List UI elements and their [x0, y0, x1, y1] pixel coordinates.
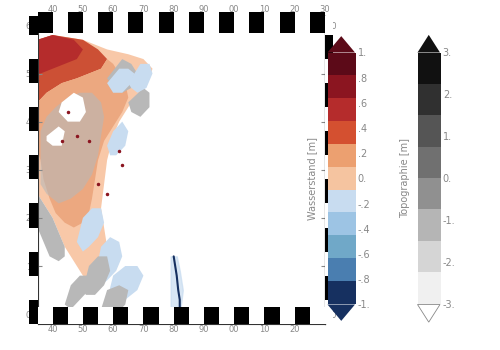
Bar: [113, 12, 128, 33]
Bar: [250, 307, 264, 324]
Bar: [98, 12, 113, 33]
Polygon shape: [77, 208, 104, 252]
Bar: [325, 276, 334, 300]
Bar: [38, 307, 52, 324]
Bar: [29, 203, 38, 228]
Text: Wasserstand [m]: Wasserstand [m]: [308, 137, 318, 220]
Bar: [38, 12, 52, 33]
Polygon shape: [328, 36, 355, 52]
Polygon shape: [64, 276, 89, 309]
Bar: [325, 155, 334, 179]
Bar: [29, 300, 38, 324]
Bar: [264, 12, 280, 33]
Polygon shape: [107, 266, 144, 304]
Bar: [294, 307, 310, 324]
Bar: [29, 35, 38, 59]
Bar: [325, 83, 334, 107]
Bar: [158, 307, 174, 324]
Bar: [68, 12, 83, 33]
Bar: [204, 307, 219, 324]
Bar: [280, 12, 294, 33]
Bar: [144, 307, 158, 324]
Bar: [174, 12, 189, 33]
Bar: [325, 107, 334, 131]
Bar: [174, 307, 189, 324]
Bar: [29, 276, 38, 300]
Bar: [158, 12, 174, 33]
Bar: [29, 179, 38, 203]
Bar: [234, 12, 250, 33]
Bar: [98, 307, 113, 324]
Bar: [29, 16, 38, 35]
Bar: [113, 307, 128, 324]
Bar: [29, 228, 38, 252]
Bar: [325, 300, 334, 324]
Bar: [219, 12, 234, 33]
Bar: [310, 307, 325, 324]
Polygon shape: [418, 304, 440, 322]
Polygon shape: [107, 59, 138, 93]
Bar: [29, 131, 38, 155]
Bar: [83, 12, 98, 33]
Bar: [29, 59, 38, 83]
Polygon shape: [128, 88, 150, 117]
Bar: [128, 307, 144, 324]
Polygon shape: [40, 93, 104, 203]
Polygon shape: [128, 64, 152, 93]
Bar: [128, 12, 144, 33]
Polygon shape: [328, 304, 355, 321]
Bar: [29, 107, 38, 131]
Bar: [204, 12, 219, 33]
Bar: [29, 155, 38, 179]
Bar: [144, 12, 158, 33]
Bar: [83, 307, 98, 324]
Bar: [264, 307, 280, 324]
Bar: [325, 131, 334, 155]
Bar: [52, 12, 68, 33]
Polygon shape: [83, 256, 110, 295]
Bar: [68, 307, 83, 324]
Polygon shape: [101, 285, 128, 314]
Bar: [234, 307, 250, 324]
Bar: [325, 35, 334, 59]
Bar: [325, 228, 334, 252]
Polygon shape: [38, 194, 64, 261]
Bar: [29, 83, 38, 107]
Bar: [52, 307, 68, 324]
Polygon shape: [95, 237, 122, 285]
Polygon shape: [58, 93, 86, 122]
Polygon shape: [46, 126, 64, 146]
Bar: [325, 59, 334, 83]
Bar: [294, 12, 310, 33]
Polygon shape: [107, 122, 128, 155]
Bar: [219, 307, 234, 324]
Bar: [189, 12, 204, 33]
Text: Topographie [m]: Topographie [m]: [400, 139, 410, 218]
Polygon shape: [38, 35, 152, 280]
Bar: [325, 203, 334, 228]
Bar: [310, 12, 325, 33]
Bar: [325, 16, 334, 35]
Polygon shape: [38, 59, 128, 228]
Bar: [189, 307, 204, 324]
Polygon shape: [418, 35, 440, 52]
Polygon shape: [38, 35, 107, 112]
Bar: [29, 252, 38, 276]
Polygon shape: [38, 35, 83, 74]
Bar: [325, 179, 334, 203]
Polygon shape: [107, 69, 134, 93]
Bar: [325, 252, 334, 276]
Bar: [250, 12, 264, 33]
Bar: [280, 307, 294, 324]
